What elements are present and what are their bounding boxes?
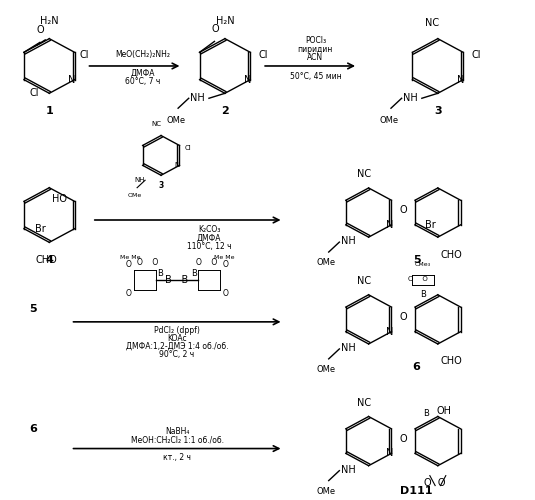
Text: Br: Br [35,224,45,234]
Text: Me Me: Me Me [213,254,234,260]
Text: N: N [175,162,180,168]
Text: CHO: CHO [36,255,57,265]
Text: ACN: ACN [307,53,324,62]
Text: MeOH:CH₂Cl₂ 1:1 об./об.: MeOH:CH₂Cl₂ 1:1 об./об. [131,436,224,444]
Text: H₂N: H₂N [40,16,59,26]
Text: N: N [68,74,75,85]
Text: 3: 3 [158,181,164,190]
Text: NC: NC [357,398,371,407]
Text: ДМФА: ДМФА [130,68,155,78]
Text: NC: NC [357,276,371,286]
Text: O: O [400,434,407,444]
Text: POCl₃: POCl₃ [305,36,326,45]
Text: B: B [157,269,163,278]
Text: CMe₃: CMe₃ [415,262,431,268]
Text: OMe: OMe [166,116,186,124]
Text: Cl: Cl [258,50,268,60]
Text: PdCl₂ (dppf): PdCl₂ (dppf) [154,326,200,335]
Text: OMe: OMe [127,193,142,198]
Text: OMe: OMe [317,365,335,374]
Text: N: N [386,326,393,336]
Text: B: B [420,290,426,299]
Text: CHO: CHO [440,356,462,366]
Text: CHO: CHO [440,250,462,260]
Text: B—B: B—B [165,274,189,284]
Text: 6: 6 [29,424,37,434]
Text: HO: HO [52,194,67,204]
Text: O: O [222,288,228,298]
Text: O  O: O O [424,478,446,488]
Text: O    O: O O [137,258,158,267]
Text: O    O: O O [408,276,427,282]
Text: ДМФА:1,2-ДМЭ 1:4 об./об.: ДМФА:1,2-ДМЭ 1:4 об./об. [126,342,228,350]
Text: Cl: Cl [29,88,39,99]
Text: OH: OH [436,406,452,416]
Text: 1: 1 [45,106,53,116]
Text: NH: NH [135,178,145,184]
Text: ДМФА: ДМФА [197,234,221,242]
Text: O: O [222,260,228,268]
Text: 6: 6 [412,362,421,372]
Text: N: N [244,74,251,85]
Text: O: O [126,260,132,268]
Text: кт., 2 ч: кт., 2 ч [163,452,191,462]
Text: NC: NC [425,18,440,28]
Text: D111: D111 [400,486,433,496]
Text: 50°C, 45 мин: 50°C, 45 мин [289,72,341,81]
Text: B: B [423,410,429,418]
Text: пиридин: пиридин [297,44,333,54]
Text: B: B [192,269,197,278]
Text: H₂N: H₂N [216,16,234,26]
Text: N: N [457,74,464,85]
Text: N: N [386,448,393,458]
Text: OMe: OMe [379,116,399,124]
Text: O: O [212,24,219,34]
Text: Cl: Cl [80,50,89,60]
Text: NC: NC [357,169,371,179]
Text: K₂CO₃: K₂CO₃ [198,225,220,234]
Text: NH: NH [190,94,205,104]
Text: MeO(CH₂)₂NH₂: MeO(CH₂)₂NH₂ [115,50,170,58]
Text: OMe: OMe [317,258,335,267]
Text: 5: 5 [29,304,37,314]
Text: 2: 2 [221,106,229,116]
Text: 5: 5 [412,255,421,265]
Text: NH: NH [403,94,418,104]
Text: NH: NH [341,464,355,474]
Text: Br: Br [425,220,435,230]
Text: N: N [386,220,393,230]
Text: Cl: Cl [471,50,480,60]
Text: OMe: OMe [317,486,335,496]
Text: 3: 3 [434,106,441,116]
Text: Cl: Cl [185,145,192,151]
Text: NaBH₄: NaBH₄ [165,427,189,436]
Text: 4: 4 [45,255,53,265]
Text: NC: NC [152,120,162,126]
Text: O    O: O O [196,258,217,267]
Text: NH: NH [341,343,355,353]
Text: KOAc: KOAc [167,334,187,343]
Text: NH: NH [341,236,355,246]
Text: O: O [400,312,407,322]
Text: 110°C, 12 ч: 110°C, 12 ч [187,242,231,251]
Text: O: O [400,205,407,215]
Text: O: O [36,25,44,35]
Text: O: O [126,288,132,298]
Text: 60°C, 7 ч: 60°C, 7 ч [125,77,160,86]
Text: 90°C, 2 ч: 90°C, 2 ч [159,350,195,358]
Text: Me Me: Me Me [120,254,140,260]
